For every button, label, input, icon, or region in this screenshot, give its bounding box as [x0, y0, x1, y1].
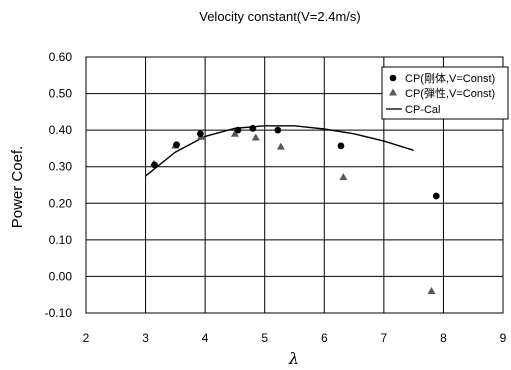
- rigid-point: [249, 124, 257, 132]
- series: [145, 124, 440, 295]
- legend-box: [381, 66, 509, 120]
- elastic-point: [251, 133, 260, 141]
- x-tick-label: 9: [500, 331, 507, 345]
- cp-cal-line: [145, 125, 414, 177]
- y-axis-label: Power Coef.: [9, 146, 26, 229]
- chart-title: Velocity constant(V=2.4m/s): [199, 9, 361, 24]
- y-tick-label: 0.30: [49, 160, 73, 174]
- x-tick-label: 2: [83, 331, 90, 345]
- elastic-point: [230, 129, 239, 137]
- x-tick-label: 7: [381, 331, 388, 345]
- y-tick-label: 0.00: [49, 269, 73, 283]
- legend: CP(剛体,V=Const) CP(弾性,V=Const) CP-Cal: [381, 66, 509, 120]
- y-tick-label: 0.50: [49, 87, 73, 101]
- x-tick-label: 4: [202, 331, 209, 345]
- rigid-point: [432, 192, 440, 200]
- x-tick-label: 5: [261, 331, 268, 345]
- rigid-point: [173, 141, 180, 149]
- elastic-point: [427, 287, 436, 295]
- elastic-point: [339, 172, 348, 180]
- x-tick-label: 8: [440, 331, 447, 345]
- y-tick-label: 0.60: [49, 50, 73, 64]
- y-tick-label: 0.20: [49, 196, 73, 210]
- tick-labels: 2 3 4 5 6 7 8 9 0.60 0.50 0.40 0.30 0.20 0.10 0.00 -0.1…: [45, 50, 507, 345]
- legend-label-elastic: CP(弾性,V=Const): [405, 86, 495, 100]
- y-tick-label: 0.40: [49, 123, 73, 137]
- legend-label-cal: CP-Cal: [405, 104, 440, 116]
- rigid-point: [234, 126, 242, 134]
- y-tick-label: 0.10: [49, 233, 73, 247]
- rigid-point: [274, 126, 282, 134]
- legend-label-rigid: CP(剛体,V=Const): [405, 71, 495, 85]
- x-tick-label: 3: [142, 331, 149, 345]
- legend-marker-elastic: [389, 88, 397, 96]
- rigid-point: [151, 161, 158, 169]
- elastic-point: [276, 142, 285, 150]
- legend-marker-rigid: [389, 74, 397, 82]
- plot-border: [85, 56, 504, 314]
- x-tick-label: 6: [321, 331, 328, 345]
- rigid-point: [196, 130, 204, 138]
- x-axis-label: λ: [288, 349, 299, 368]
- rigid-point: [337, 142, 345, 150]
- y-tick-label: -0.10: [45, 306, 73, 320]
